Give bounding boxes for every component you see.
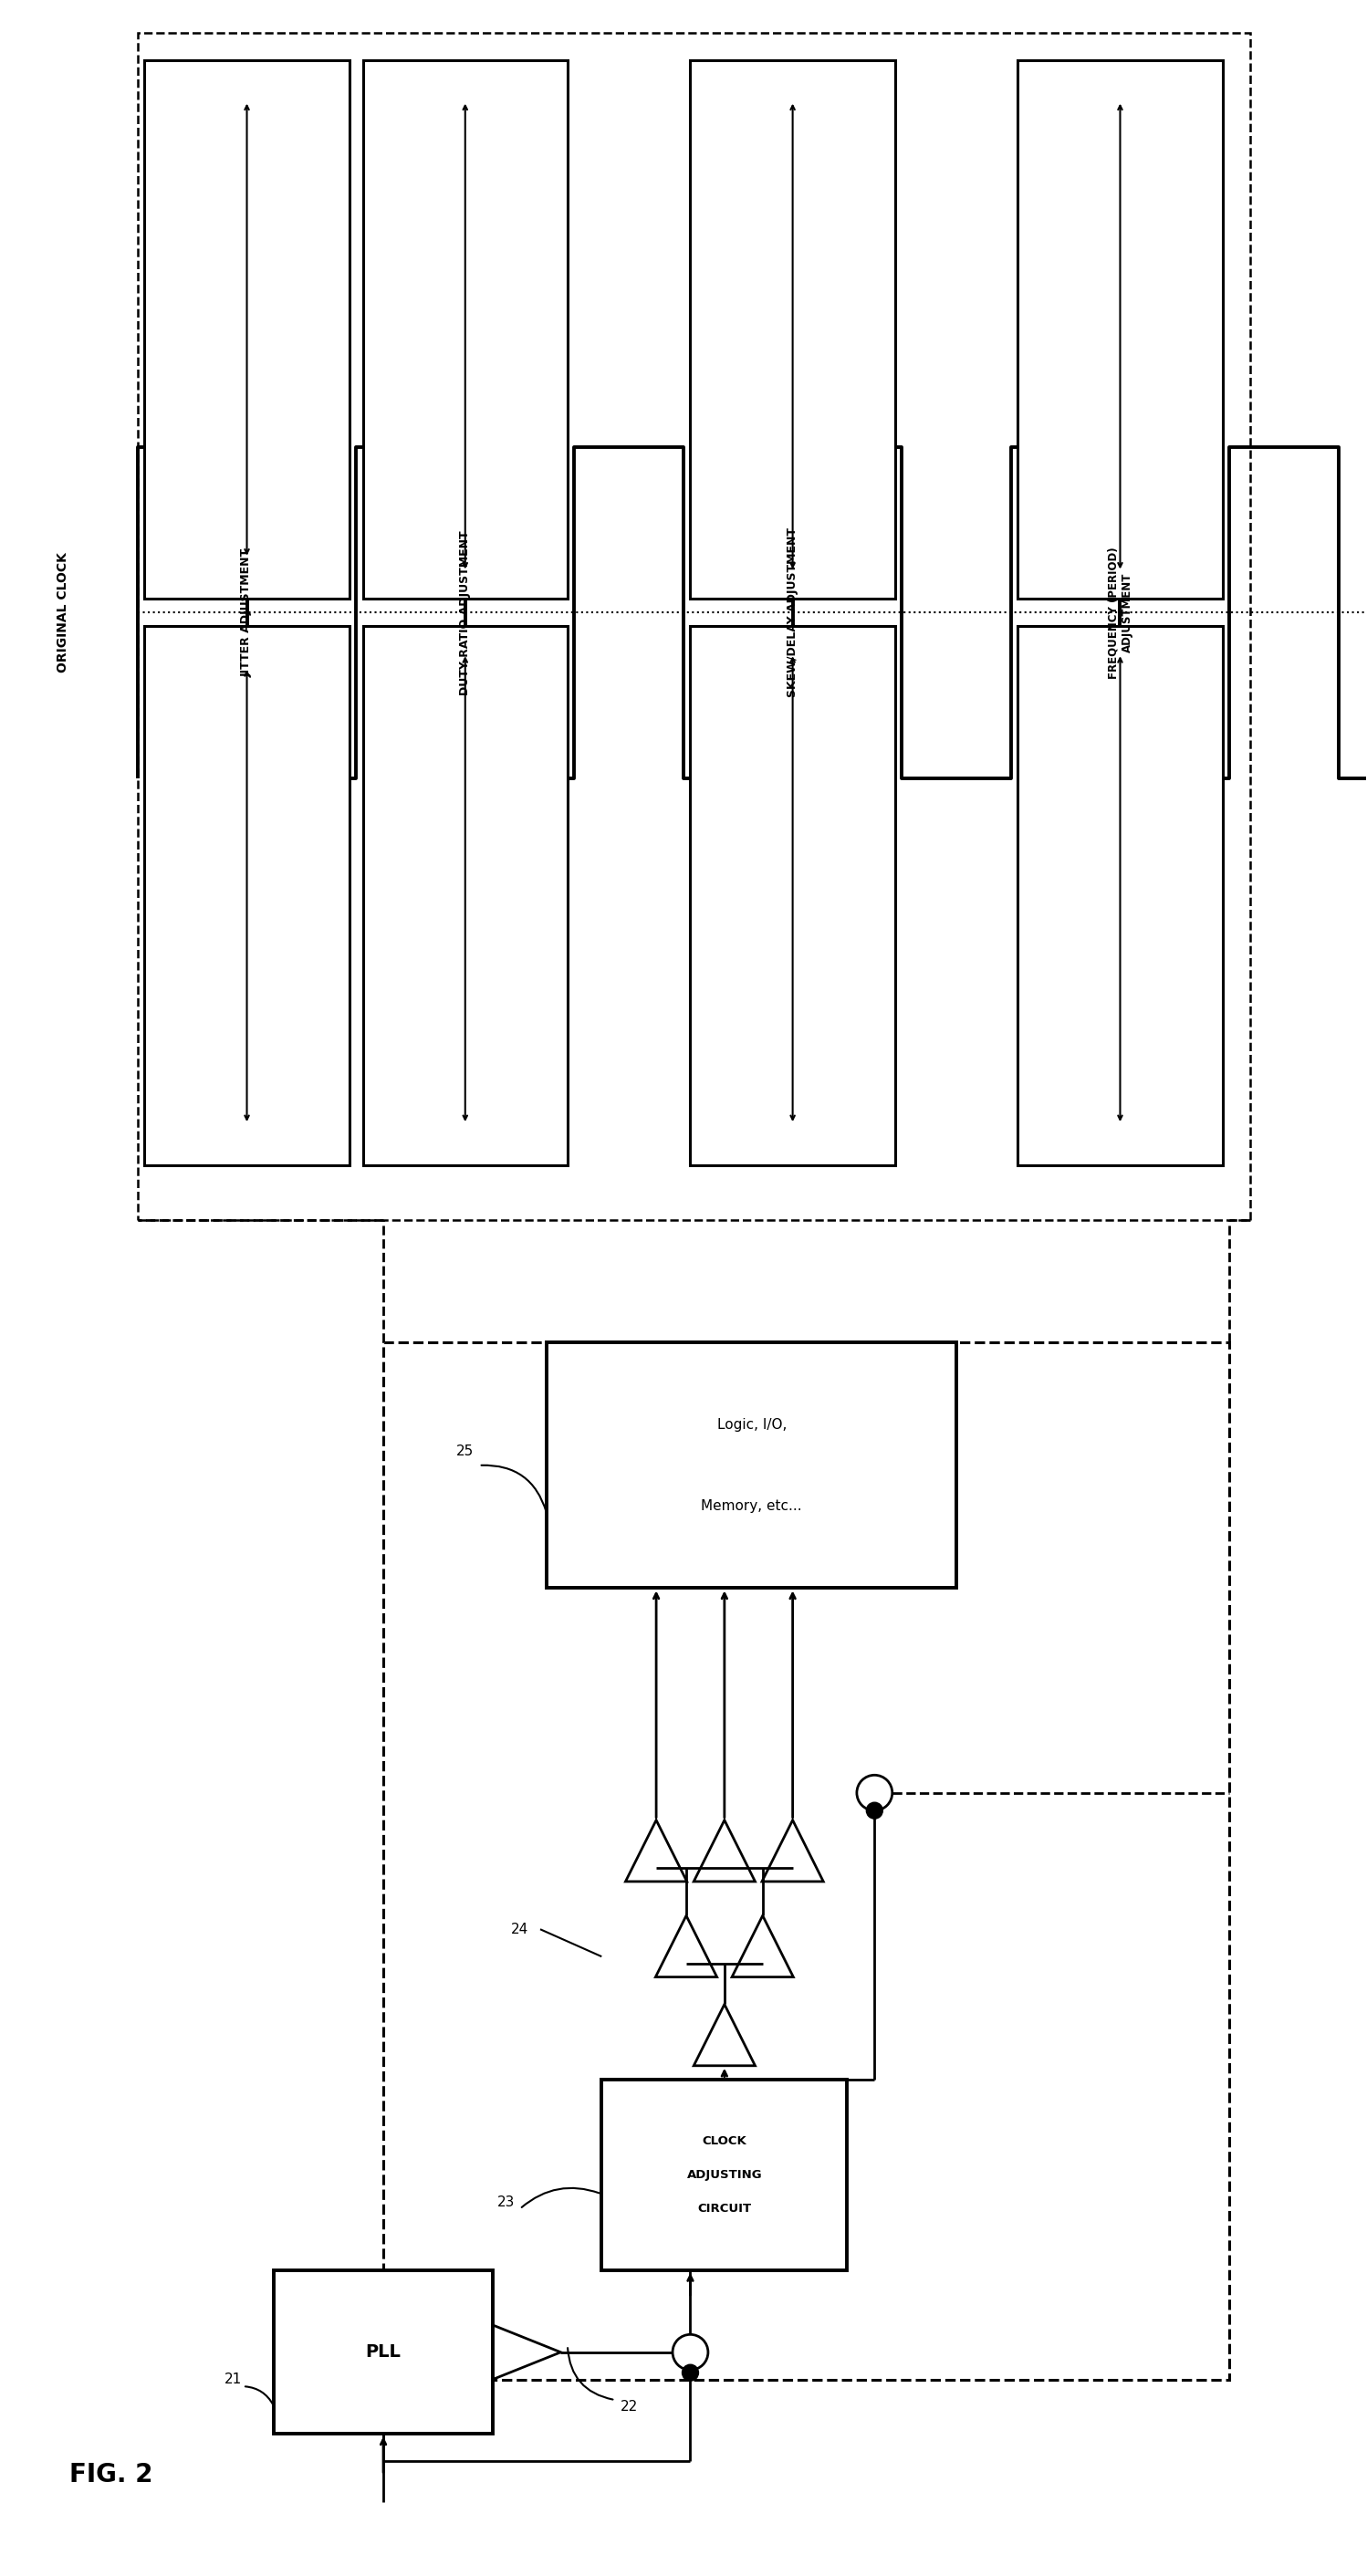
Text: FREQUENCY (PERIOD)
ADJUSTMENT: FREQUENCY (PERIOD) ADJUSTMENT [1107,546,1133,677]
Circle shape [857,1775,893,1811]
Text: 24: 24 [511,1922,529,1937]
Text: SKEW/DELAY ADJUSTMENT: SKEW/DELAY ADJUSTMENT [787,528,798,698]
Bar [145,626,349,1164]
Text: 21: 21 [224,2372,242,2385]
Text: PLL: PLL [365,2344,401,2360]
Bar [690,59,895,600]
Circle shape [682,2365,699,2380]
Bar [547,1342,957,1589]
Bar [601,2079,848,2269]
FancyArrowPatch shape [567,2347,612,2398]
Bar [1018,626,1222,1164]
Text: Memory, etc...: Memory, etc... [701,1499,802,1512]
Text: JITTER ADJUSTMENT: JITTER ADJUSTMENT [241,549,253,677]
Text: ADJUSTING: ADJUSTING [686,2169,763,2182]
Text: Logic, I/O,: Logic, I/O, [716,1417,786,1432]
Bar [690,626,895,1164]
Bar [362,59,567,600]
Bar [138,33,1249,1221]
FancyArrowPatch shape [522,2187,599,2208]
Bar [362,626,567,1164]
FancyArrowPatch shape [481,1466,547,1512]
Bar [383,1342,1229,2380]
Text: FIG. 2: FIG. 2 [70,2463,153,2488]
Text: ORIGINAL CLOCK: ORIGINAL CLOCK [56,551,70,672]
Text: 25: 25 [457,1445,474,1458]
Bar [275,2269,492,2434]
Text: CIRCUIT: CIRCUIT [697,2202,752,2215]
Text: 23: 23 [498,2195,515,2210]
Circle shape [867,1803,883,1819]
Text: DUTY RATIO ADJUSTMENT: DUTY RATIO ADJUSTMENT [459,531,472,696]
Text: 22: 22 [621,2401,637,2414]
Bar [1018,59,1222,600]
Text: CLOCK: CLOCK [703,2136,746,2146]
FancyArrowPatch shape [245,2385,273,2403]
Bar [145,59,349,600]
Circle shape [673,2334,708,2370]
